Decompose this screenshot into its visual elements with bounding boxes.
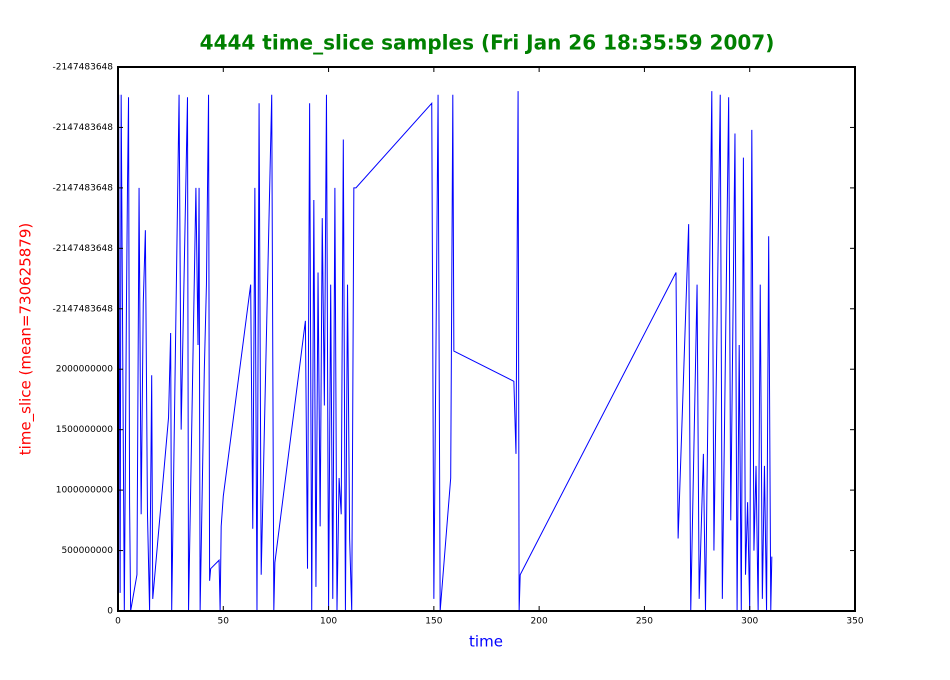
y-tick-label: -2147483648 — [52, 304, 113, 314]
y-tick-label: -2147483648 — [52, 63, 113, 73]
y-tick-label: 0 — [107, 607, 113, 617]
x-tick-label: 100 — [320, 617, 337, 627]
y-tick-label: -2147483648 — [52, 123, 113, 133]
y-tick-label: 1500000000 — [56, 425, 114, 435]
x-tick-label: 50 — [218, 617, 230, 627]
y-tick-label: 1000000000 — [56, 486, 114, 496]
y-tick-label: -2147483648 — [52, 183, 113, 193]
chart-title: 4444 time_slice samples (Fri Jan 26 18:3… — [200, 31, 775, 55]
x-tick-label: 0 — [115, 617, 121, 627]
x-axis-label: time — [469, 633, 503, 651]
plot-frame — [117, 66, 856, 612]
x-tick-label: 250 — [636, 617, 653, 627]
x-tick-label: 150 — [425, 617, 442, 627]
y-tick-label: -2147483648 — [52, 244, 113, 254]
x-tick-label: 200 — [531, 617, 548, 627]
y-axis-label: time_slice (mean=730625879) — [17, 223, 36, 456]
y-tick-label: 500000000 — [61, 546, 113, 556]
x-tick-label: 350 — [846, 617, 863, 627]
x-tick-label: 300 — [741, 617, 758, 627]
y-tick-label: 2000000000 — [56, 365, 114, 375]
